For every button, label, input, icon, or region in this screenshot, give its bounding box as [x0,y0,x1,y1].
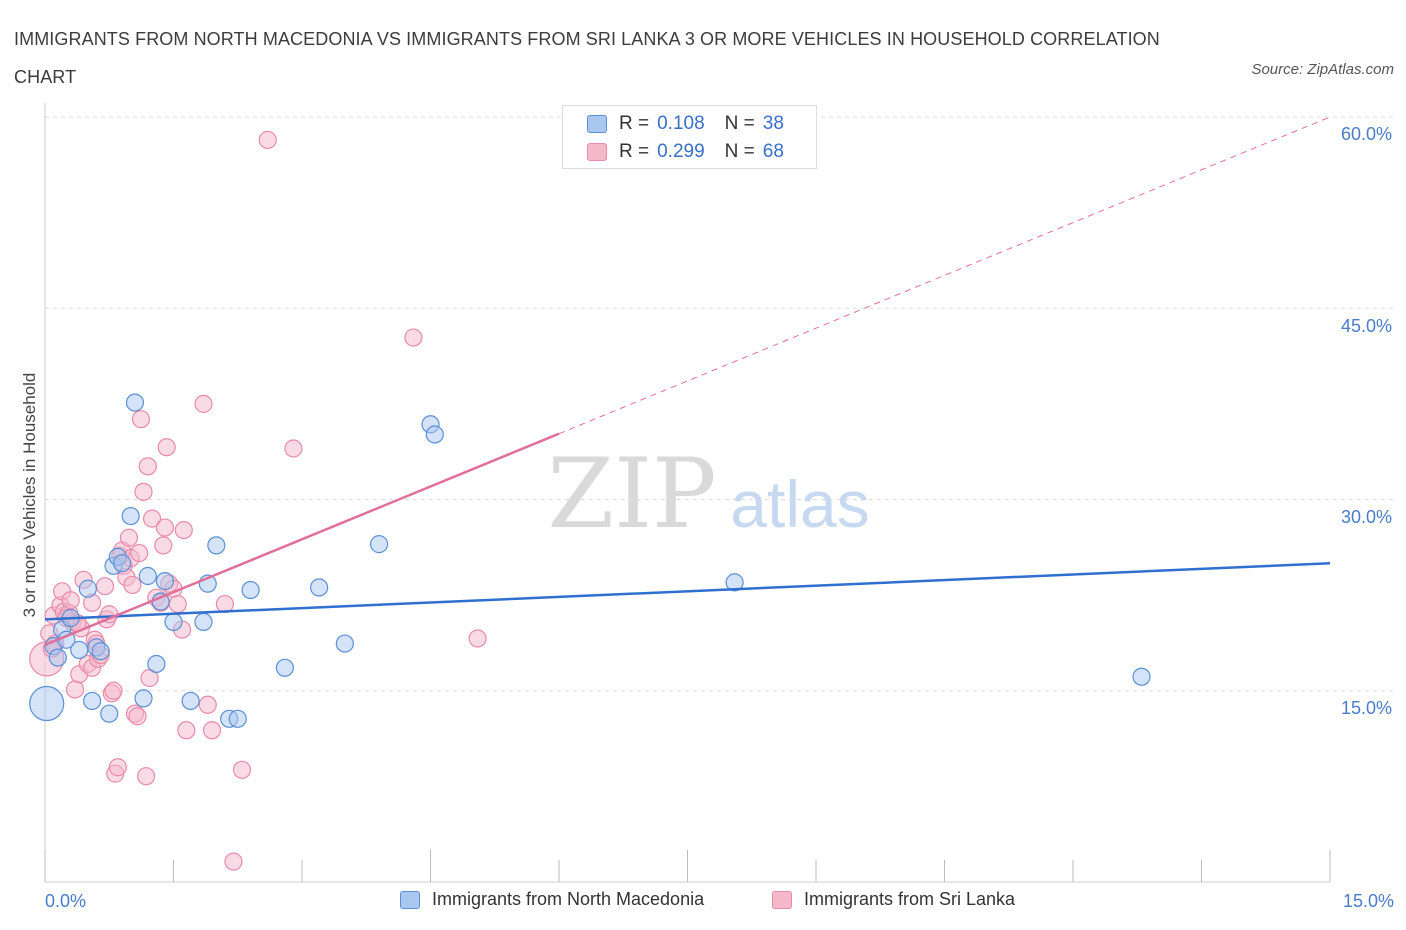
data-point [91,642,110,661]
data-point [95,577,115,596]
data-point [119,528,139,547]
n-value: 68 [762,141,784,162]
r-value: 0.299 [657,141,705,162]
data-point [78,579,97,598]
data-point [425,425,444,444]
chart-title: IMMIGRANTS FROM NORTH MACEDONIA VS IMMIG… [14,29,1160,87]
data-point [155,518,175,537]
data-point [228,709,247,728]
data-point [136,767,156,786]
data-point [83,691,102,711]
legend-label: Immigrants from North Macedonia [432,889,705,909]
data-point [61,591,80,610]
data-point [155,571,175,591]
y-axis-label: 3 or more Vehicles in Household [20,372,39,618]
data-point [154,536,173,555]
legend-item-sri-lanka[interactable]: Immigrants from Sri Lanka [772,889,1015,910]
data-point [207,536,226,555]
data-point [130,543,149,563]
data-point [134,689,153,708]
data-point [142,509,162,528]
data-point [198,695,217,714]
data-point [174,520,193,540]
x-tick-label: 0.0% [45,891,87,911]
data-point [164,612,183,632]
data-point [125,393,145,412]
data-point [194,612,213,632]
data-point [112,554,132,573]
y-tick-label: 45.0% [1340,316,1392,336]
n-label: N = [724,113,755,134]
data-point [168,594,187,614]
data-point [241,580,260,600]
r-label: R = [619,141,650,162]
data-point [404,328,423,347]
data-point [70,640,89,660]
pink-swatch [772,890,792,909]
r-value: 0.108 [657,113,705,134]
legend-item-north-macedonia[interactable]: Immigrants from North Macedonia [400,889,704,910]
n-label: N = [724,141,755,162]
data-point [123,575,142,595]
data-point [284,439,303,458]
x-tick-label: 15.0% [1342,891,1394,911]
legend-row-north-macedonia: R = 0.108 N = 38 [587,111,784,137]
data-point [310,578,329,597]
y-tick-label: 60.0% [1340,124,1392,144]
data-point [48,648,67,667]
data-point [147,654,166,674]
data-point [275,658,294,677]
data-point [1132,667,1151,686]
data-point [128,707,147,726]
data-point [138,566,157,586]
data-point [194,394,213,413]
data-point [224,852,243,871]
watermark-zip: ZIP [547,438,716,550]
trend-lines [44,116,1331,647]
legend-label: Immigrants from Sri Lanka [804,889,1016,909]
data-point [29,685,65,722]
data-point [232,760,252,779]
data-point [468,629,487,648]
data-point [134,482,153,501]
blue-swatch [400,890,420,909]
data-point [65,680,85,699]
data-point [725,573,744,592]
legend-row-sri-lanka: R = 0.299 N = 68 [587,139,784,165]
trend-line-sri-lanka [44,432,560,647]
axes [44,103,1331,883]
data-point [181,691,200,711]
data-point [100,704,119,723]
source-label: Source: ZipAtlas.com [1251,61,1394,78]
y-tick-label: 15.0% [1340,698,1392,718]
pink-swatch [587,143,607,161]
data-point [138,457,157,476]
data-point [335,634,354,653]
trend-line-north-macedonia [44,562,1331,621]
data-point [202,721,222,740]
data-point [108,758,127,777]
data-point [370,535,389,554]
series-sri-lanka-points [29,130,487,871]
data-point [131,410,151,429]
watermark-atlas: atlas [730,467,869,541]
data-point [177,721,196,740]
data-point [121,506,140,526]
y-tick-label: 30.0% [1340,507,1392,527]
data-point [104,681,123,700]
grid-lines [45,116,1395,692]
blue-swatch [587,115,607,133]
data-point [258,130,277,150]
data-point [157,438,176,457]
r-label: R = [619,113,650,134]
n-value: 38 [762,113,784,134]
trend-line-sri-lanka-extension [558,116,1331,435]
stats-legend: R = 0.108 N = 38 R = 0.299 N = 68 [562,105,817,169]
bottom-legend: Immigrants from North Macedonia Immigran… [0,889,1406,915]
